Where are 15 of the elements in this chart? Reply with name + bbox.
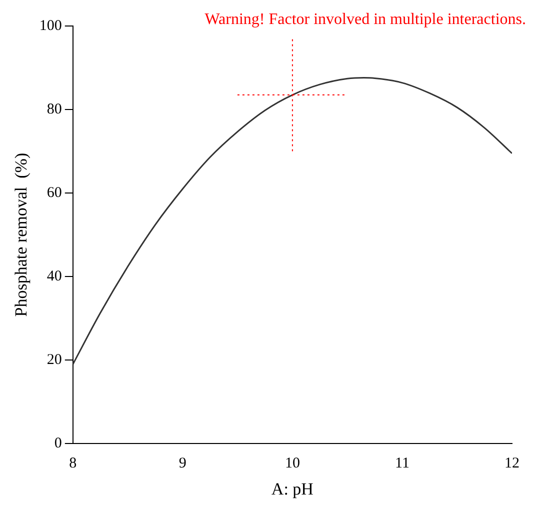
y-tick-label: 40: [46, 268, 62, 284]
y-tick-label: 100: [39, 18, 62, 34]
y-tick-label: 60: [46, 184, 62, 201]
y-tick-label: 0: [54, 436, 62, 452]
line-series: [72, 77, 512, 366]
x-tick-label: 12: [504, 456, 520, 472]
x-tick-label: 10: [284, 456, 300, 472]
x-axis-title: A: pH: [271, 479, 314, 498]
y-tick-label: 20: [46, 352, 62, 368]
x-tick-label: 9: [178, 456, 186, 472]
y-tick-label: 80: [46, 101, 62, 118]
x-tick-label: 11: [395, 456, 410, 472]
y-axis-title: Phosphate removal (%): [12, 152, 31, 317]
annotation: Warning! Factor involved in multiple interactions.: [204, 11, 526, 28]
x-tick-label: 8: [69, 456, 77, 472]
